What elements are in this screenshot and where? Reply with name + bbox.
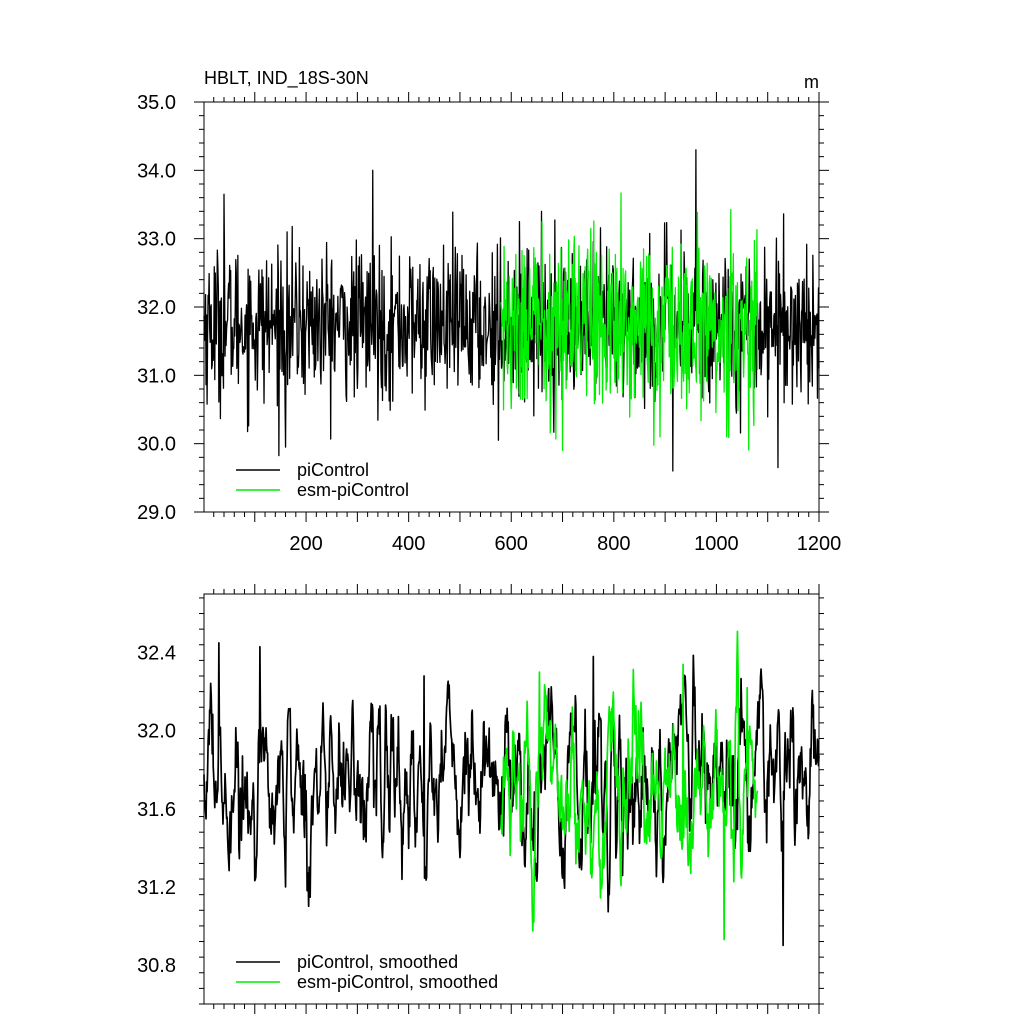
y-tick-label: 34.0: [137, 160, 176, 182]
y-tick-label: 32.0: [137, 297, 176, 319]
x-tick-label: 600: [495, 533, 528, 555]
x-tick-label: 1000: [694, 533, 739, 555]
y-tick-label: 30.0: [137, 434, 176, 456]
y-tick-label: 31.2: [137, 877, 176, 899]
series-line-esm-picontrol-smoothed: [500, 630, 759, 941]
y-tick-label: 29.0: [137, 502, 176, 524]
x-tick-label: 1200: [797, 533, 842, 555]
x-tick-label: 400: [392, 533, 425, 555]
y-tick-label: 31.0: [137, 365, 176, 387]
y-tick-label: 32.4: [137, 643, 176, 665]
series-layer: [203, 149, 820, 472]
legend: piControl, smoothed esm-piControl, smoot…: [236, 952, 498, 992]
panel-title: HBLT, IND_18S-30N: [204, 68, 369, 89]
plot-frame: [203, 593, 820, 1005]
legend-label-esm-picontrol: esm-piControl: [297, 480, 409, 500]
units-label: m: [804, 72, 819, 92]
tick-layer: 30.8 31.2 31.6 32.0 32.4: [137, 584, 824, 1014]
legend: piControl esm-piControl: [236, 460, 409, 500]
x-tick-label: 200: [289, 533, 322, 555]
y-tick-label: 35.0: [137, 92, 176, 114]
legend-label-picontrol: piControl: [297, 460, 369, 480]
legend-label-picontrol-smoothed: piControl, smoothed: [297, 952, 458, 972]
y-tick-label: 33.0: [137, 229, 176, 251]
top-panel: HBLT, IND_18S-30N m 200 400 600 800 1000 1200…: [137, 68, 841, 555]
x-tick-label: 800: [597, 533, 630, 555]
y-tick-label: 32.0: [137, 721, 176, 743]
y-tick-label: 30.8: [137, 955, 176, 977]
series-layer: [203, 630, 820, 947]
series-line-esm-picontrol: [500, 192, 759, 452]
bottom-panel: 30.8 31.2 31.6 32.0 32.4 piControl, smoothed…: [137, 584, 824, 1014]
legend-label-esm-picontrol-smoothed: esm-piControl, smoothed: [297, 972, 498, 992]
y-tick-label: 31.6: [137, 799, 176, 821]
tick-layer: 200 400 600 800 1000 1200 29.0 30.0 31.0 32.0 33.0…: [137, 92, 841, 555]
plot-frame: [203, 101, 820, 513]
